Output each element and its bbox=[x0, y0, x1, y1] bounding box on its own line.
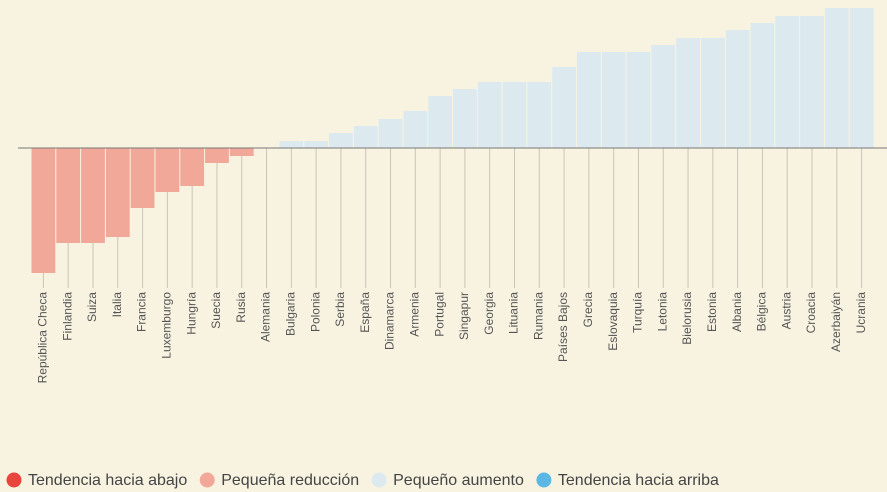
legend-label: Pequeño aumento bbox=[393, 472, 524, 489]
x-tick-label: Austria bbox=[779, 292, 793, 330]
bar bbox=[576, 52, 601, 148]
bar bbox=[31, 148, 56, 273]
bar bbox=[453, 89, 477, 148]
x-tick-label: Bielorusia bbox=[680, 292, 694, 345]
x-tick-label: Bélgica bbox=[755, 292, 769, 332]
bar bbox=[279, 141, 304, 148]
x-tick-label: Países Bajos bbox=[556, 292, 570, 362]
bar bbox=[750, 23, 775, 148]
bar bbox=[81, 148, 105, 243]
bar bbox=[626, 52, 651, 148]
bar bbox=[775, 16, 800, 148]
legend-label: Tendencia hacia abajo bbox=[28, 472, 187, 489]
bar bbox=[353, 126, 378, 148]
bar bbox=[477, 82, 502, 148]
bar bbox=[378, 119, 403, 148]
x-tick-label: Italia bbox=[110, 292, 124, 318]
x-tick-label: Armenia bbox=[407, 292, 421, 337]
x-tick-label: Hungría bbox=[184, 292, 198, 335]
x-tick-label: Turquía bbox=[631, 292, 645, 333]
bar bbox=[130, 148, 155, 208]
bar bbox=[155, 148, 180, 192]
legend-swatch bbox=[371, 472, 387, 488]
x-tick-label: Suiza bbox=[85, 292, 99, 322]
x-tick-label: Albania bbox=[730, 292, 744, 332]
bar bbox=[205, 148, 229, 163]
x-tick-label: Ucrania bbox=[854, 292, 868, 334]
x-tick-label: Suecia bbox=[209, 292, 223, 329]
bar bbox=[527, 82, 552, 148]
x-tick-label: Alemania bbox=[259, 292, 273, 342]
bar bbox=[676, 38, 700, 148]
legend-label: Pequeña reducción bbox=[221, 472, 359, 489]
bar bbox=[651, 45, 676, 148]
legend-swatch bbox=[6, 472, 22, 488]
bar bbox=[502, 82, 527, 148]
x-tick-label: Eslovaquia bbox=[606, 292, 620, 351]
x-tick-label: Rusia bbox=[234, 292, 248, 323]
bar bbox=[105, 148, 130, 237]
legend-label: Tendencia hacia arriba bbox=[558, 472, 719, 489]
bar bbox=[700, 38, 725, 148]
x-tick-label: Polonia bbox=[308, 292, 322, 332]
bar bbox=[329, 133, 353, 148]
x-tick-label: Azerbaiyán bbox=[829, 292, 843, 352]
x-tick-label: Finlandia bbox=[60, 292, 74, 341]
bar bbox=[180, 148, 205, 186]
bar bbox=[304, 141, 329, 148]
bar bbox=[800, 16, 824, 148]
x-tick-label: Dinamarca bbox=[383, 292, 397, 350]
bar bbox=[552, 67, 576, 148]
legend-swatch bbox=[536, 472, 552, 488]
x-tick-label: Rumania bbox=[531, 292, 545, 340]
x-tick-label: Luxemburgo bbox=[160, 292, 174, 359]
x-tick-label: República Checa bbox=[36, 292, 50, 384]
bar bbox=[403, 111, 428, 148]
bar bbox=[601, 52, 626, 148]
x-tick-label: Georgia bbox=[482, 292, 496, 335]
x-tick-label: Singapur bbox=[457, 292, 471, 340]
x-tick-label: Estonia bbox=[705, 292, 719, 332]
bar bbox=[229, 148, 254, 156]
legend-swatch bbox=[199, 472, 215, 488]
x-tick-label: Portugal bbox=[432, 292, 446, 337]
bar bbox=[824, 8, 849, 148]
bar bbox=[725, 30, 750, 148]
x-tick-label: Croacia bbox=[804, 292, 818, 334]
x-tick-label: Grecia bbox=[581, 292, 595, 328]
bar bbox=[849, 8, 874, 148]
bar bbox=[428, 96, 452, 148]
bar bbox=[56, 148, 81, 243]
x-tick-label: Francia bbox=[135, 292, 149, 332]
x-tick-label: Letonia bbox=[655, 292, 669, 332]
x-tick-label: Serbia bbox=[333, 292, 347, 327]
x-tick-label: España bbox=[358, 292, 372, 333]
x-tick-label: Lituania bbox=[507, 292, 521, 334]
x-tick-label: Bulgaria bbox=[284, 292, 298, 336]
